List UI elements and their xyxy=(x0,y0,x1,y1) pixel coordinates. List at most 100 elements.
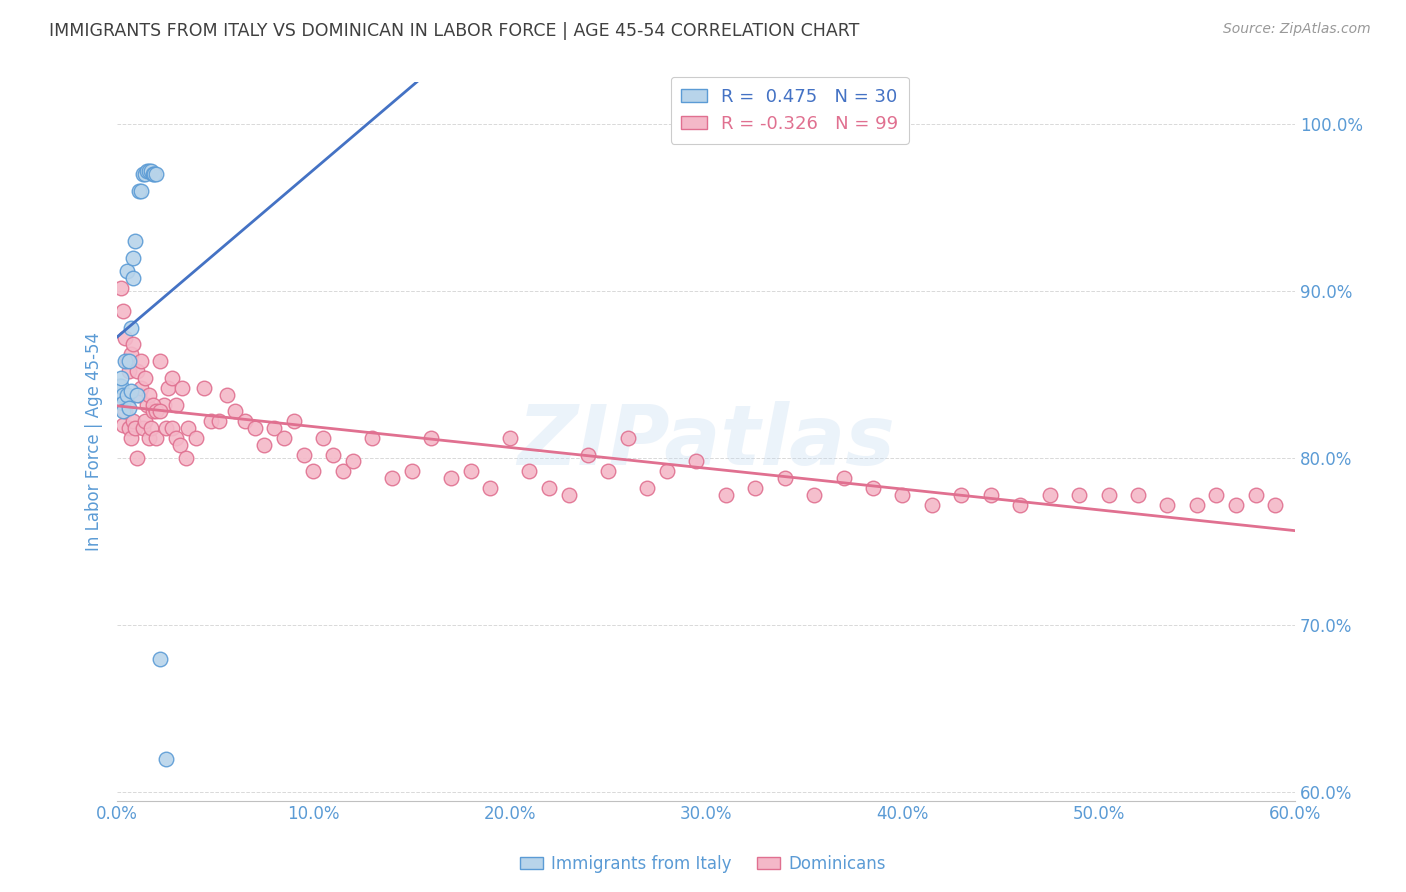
Point xyxy=(114,404,136,418)
Point xyxy=(655,465,678,479)
Point xyxy=(155,421,177,435)
Point xyxy=(519,465,541,479)
Point xyxy=(177,421,200,435)
Legend: R =  0.475   N = 30, R = -0.326   N = 99: R = 0.475 N = 30, R = -0.326 N = 99 xyxy=(671,77,910,144)
Point xyxy=(538,481,561,495)
Point xyxy=(862,481,884,495)
Point xyxy=(138,387,160,401)
Point xyxy=(135,163,157,178)
Point xyxy=(135,398,157,412)
Point xyxy=(253,438,276,452)
Point xyxy=(118,401,141,415)
Point xyxy=(134,167,156,181)
Point xyxy=(149,404,172,418)
Point xyxy=(141,398,163,412)
Point xyxy=(110,280,132,294)
Point xyxy=(122,337,145,351)
Point xyxy=(170,381,193,395)
Point xyxy=(184,431,207,445)
Point xyxy=(149,651,172,665)
Point xyxy=(1097,488,1119,502)
Point xyxy=(1264,498,1286,512)
Point xyxy=(115,387,138,401)
Point xyxy=(174,451,197,466)
Point xyxy=(112,417,135,432)
Point xyxy=(1039,488,1062,502)
Point xyxy=(636,481,658,495)
Point xyxy=(139,421,162,435)
Point xyxy=(139,163,162,178)
Point xyxy=(420,431,443,445)
Point xyxy=(557,488,579,502)
Point xyxy=(381,471,404,485)
Point xyxy=(141,167,163,181)
Point xyxy=(950,488,973,502)
Point xyxy=(114,354,136,368)
Point xyxy=(361,431,384,445)
Point xyxy=(460,465,482,479)
Point xyxy=(128,387,150,401)
Point xyxy=(120,347,142,361)
Point xyxy=(1244,488,1267,502)
Point xyxy=(108,387,131,401)
Point xyxy=(122,414,145,428)
Text: Source: ZipAtlas.com: Source: ZipAtlas.com xyxy=(1223,22,1371,37)
Point xyxy=(112,387,135,401)
Point xyxy=(145,404,167,418)
Point xyxy=(120,431,142,445)
Point xyxy=(143,167,166,181)
Point xyxy=(263,421,285,435)
Point xyxy=(685,454,707,468)
Point xyxy=(124,421,146,435)
Point xyxy=(1225,498,1247,512)
Point xyxy=(131,421,153,435)
Legend: Immigrants from Italy, Dominicans: Immigrants from Italy, Dominicans xyxy=(513,848,893,880)
Point xyxy=(128,184,150,198)
Point xyxy=(273,431,295,445)
Point xyxy=(115,396,138,410)
Point xyxy=(283,414,305,428)
Y-axis label: In Labor Force | Age 45-54: In Labor Force | Age 45-54 xyxy=(86,332,103,551)
Point xyxy=(110,379,132,393)
Point xyxy=(773,471,796,485)
Point xyxy=(125,387,148,401)
Point xyxy=(224,404,246,418)
Text: IMMIGRANTS FROM ITALY VS DOMINICAN IN LABOR FORCE | AGE 45-54 CORRELATION CHART: IMMIGRANTS FROM ITALY VS DOMINICAN IN LA… xyxy=(49,22,859,40)
Point xyxy=(499,431,522,445)
Point xyxy=(120,384,142,399)
Point xyxy=(233,414,256,428)
Point xyxy=(1067,488,1090,502)
Point xyxy=(921,498,943,512)
Point xyxy=(744,481,766,495)
Point xyxy=(149,354,172,368)
Point xyxy=(120,320,142,334)
Point xyxy=(118,421,141,435)
Point xyxy=(596,465,619,479)
Point xyxy=(160,371,183,385)
Point xyxy=(312,431,335,445)
Point xyxy=(122,270,145,285)
Point xyxy=(115,264,138,278)
Point xyxy=(302,465,325,479)
Point xyxy=(118,354,141,368)
Point xyxy=(124,234,146,248)
Point xyxy=(891,488,914,502)
Point xyxy=(134,414,156,428)
Point xyxy=(217,387,239,401)
Point xyxy=(110,387,132,401)
Point xyxy=(1156,498,1178,512)
Point xyxy=(1126,488,1149,502)
Point xyxy=(980,488,1002,502)
Point xyxy=(110,371,132,385)
Point xyxy=(165,398,187,412)
Point xyxy=(138,431,160,445)
Point xyxy=(134,371,156,385)
Point xyxy=(129,381,152,395)
Point xyxy=(479,481,502,495)
Point xyxy=(122,251,145,265)
Point xyxy=(131,167,153,181)
Point xyxy=(714,488,737,502)
Point xyxy=(342,454,364,468)
Point xyxy=(1185,498,1208,512)
Point xyxy=(112,404,135,418)
